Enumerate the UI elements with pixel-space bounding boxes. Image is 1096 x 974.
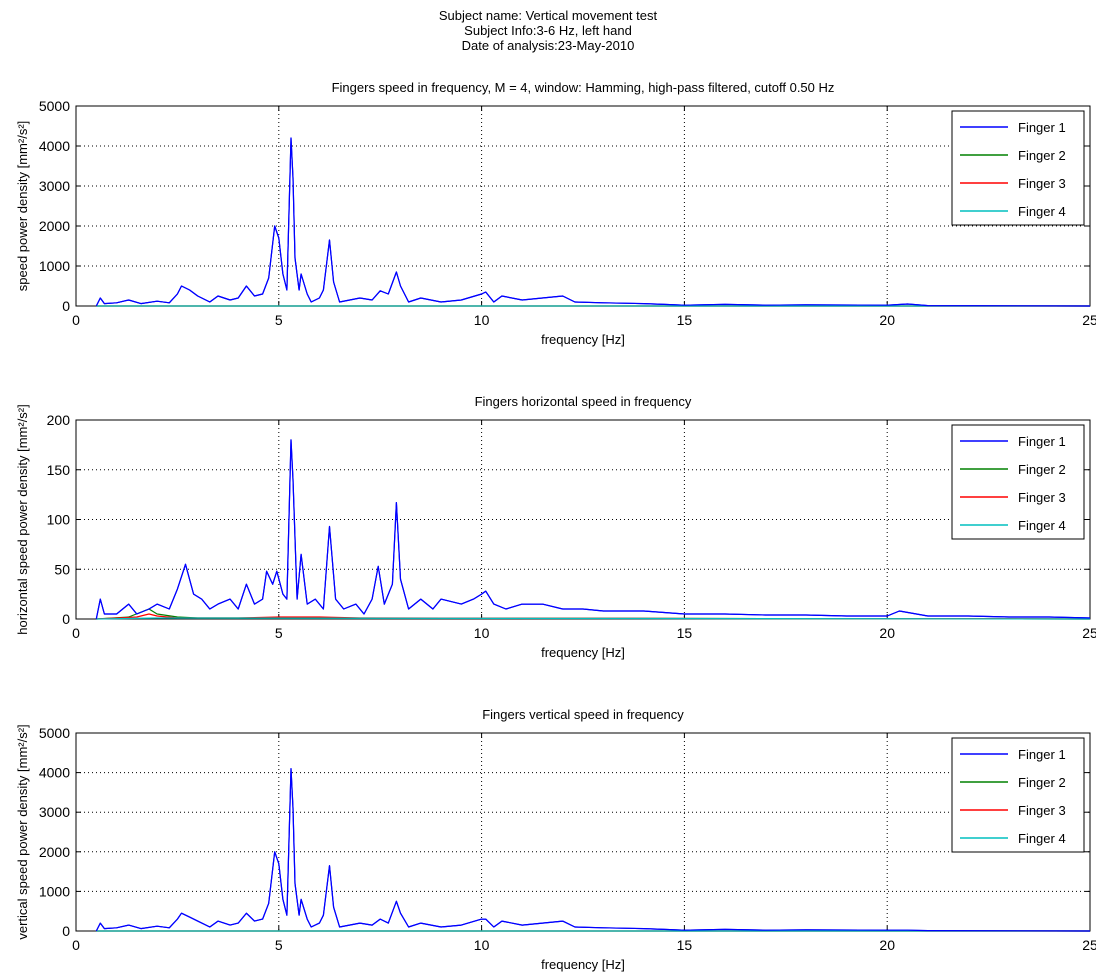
legend-label-finger-3: Finger 3 (1018, 803, 1066, 818)
legend-box (951, 424, 1085, 540)
y-tick-label: 1000 (39, 883, 70, 899)
series-line-finger-1-overlay (95, 439, 1091, 620)
chart-panel-3: 0 5 10 15 20 25 0 1000 2000 3000 4000 5000 Fingers v… (15, 707, 1096, 972)
x-tick-label: 10 (474, 937, 490, 953)
legend-label-finger-2: Finger 2 (1018, 775, 1066, 790)
x-tick-label: 5 (275, 312, 283, 328)
legend-label-finger-4: Finger 4 (1018, 204, 1066, 219)
x-tick-label: 0 (72, 625, 80, 641)
x-tick-label: 5 (275, 937, 283, 953)
legend: Finger 1 Finger 2 Finger 3 Finger 4 (951, 424, 1085, 540)
x-axis-label: frequency [Hz] (541, 957, 625, 972)
legend-label-finger-4: Finger 4 (1018, 518, 1066, 533)
x-tick-label: 5 (275, 625, 283, 641)
y-tick-label: 1000 (39, 258, 70, 274)
y-tick-label: 2000 (39, 218, 70, 234)
x-tick-label: 20 (879, 937, 895, 953)
chart-title: Fingers speed in frequency, M = 4, windo… (332, 80, 835, 95)
x-tick-label: 10 (474, 312, 490, 328)
x-axis-label: frequency [Hz] (541, 645, 625, 660)
grid-lines (76, 733, 1090, 931)
legend-label-finger-1: Finger 1 (1018, 120, 1066, 135)
grid-lines (76, 106, 1090, 306)
y-axis-label: horizontal speed power density [mm²/s²] (15, 404, 30, 634)
y-tick-label: 5000 (39, 98, 70, 114)
chart-panel-1: 0 5 10 15 20 25 0 1000 2000 3000 4000 5000 Fingers s… (15, 80, 1096, 347)
y-tick-label: 0 (62, 923, 70, 939)
y-axis-label: vertical speed power density [mm²/s²] (15, 724, 30, 939)
y-tick-label: 3000 (39, 804, 70, 820)
x-tick-label: 25 (1082, 312, 1096, 328)
x-axis-label: frequency [Hz] (541, 332, 625, 347)
legend-label-finger-3: Finger 3 (1018, 490, 1066, 505)
legend-label-finger-4: Finger 4 (1018, 831, 1066, 846)
chart-panel-2: 0 5 10 15 20 25 0 50 100 150 200 Fingers horizontal… (15, 394, 1096, 660)
plot-area (75, 105, 1091, 307)
x-tick-label: 25 (1082, 937, 1096, 953)
legend-label-finger-2: Finger 2 (1018, 148, 1066, 163)
subject-name: Subject name: Vertical movement test (438, 8, 658, 23)
x-tick-label: 0 (72, 312, 80, 328)
legend-label-finger-2: Finger 2 (1018, 462, 1066, 477)
x-tick-label: 25 (1082, 625, 1096, 641)
x-tick-label: 10 (474, 625, 490, 641)
legend-label-finger-1: Finger 1 (1018, 747, 1066, 762)
x-tick-label: 20 (879, 625, 895, 641)
y-tick-label: 0 (62, 298, 70, 314)
y-tick-label: 4000 (39, 138, 70, 154)
y-tick-label: 3000 (39, 178, 70, 194)
y-tick-label: 50 (54, 561, 70, 577)
y-tick-label: 0 (62, 611, 70, 627)
plot-area (75, 732, 1091, 932)
y-tick-label: 150 (47, 462, 71, 478)
figure-header: Subject name: Vertical movement test Sub… (0, 8, 1096, 53)
legend-label-finger-3: Finger 3 (1018, 176, 1066, 191)
y-tick-label: 5000 (39, 725, 70, 741)
chart-title: Fingers horizontal speed in frequency (475, 394, 692, 409)
y-tick-label: 100 (47, 512, 71, 528)
legend: Finger 1 Finger 2 Finger 3 Finger 4 (951, 737, 1085, 853)
subject-info: Subject Info:3-6 Hz, left hand (464, 23, 632, 38)
legend-box (951, 737, 1085, 853)
grid-lines (76, 420, 1090, 619)
x-tick-label: 15 (677, 625, 693, 641)
legend-box (951, 110, 1085, 226)
y-tick-label: 2000 (39, 844, 70, 860)
analysis-date: Date of analysis:23-May-2010 (461, 38, 635, 53)
series-line-finger-4 (96, 617, 1091, 620)
x-tick-label: 0 (72, 937, 80, 953)
legend-label-finger-1: Finger 1 (1018, 434, 1066, 449)
legend: Finger 1 Finger 2 Finger 3 Finger 4 (951, 110, 1085, 226)
chart-title: Fingers vertical speed in frequency (482, 707, 684, 722)
y-tick-label: 4000 (39, 765, 70, 781)
x-tick-label: 15 (677, 312, 693, 328)
y-axis-label: speed power density [mm²/s²] (15, 121, 30, 292)
x-tick-label: 20 (879, 312, 895, 328)
series-line-finger-1-overlay (95, 768, 1091, 932)
x-tick-label: 15 (677, 937, 693, 953)
series-line-finger-1-overlay (95, 137, 1091, 307)
y-tick-label: 200 (47, 412, 71, 428)
